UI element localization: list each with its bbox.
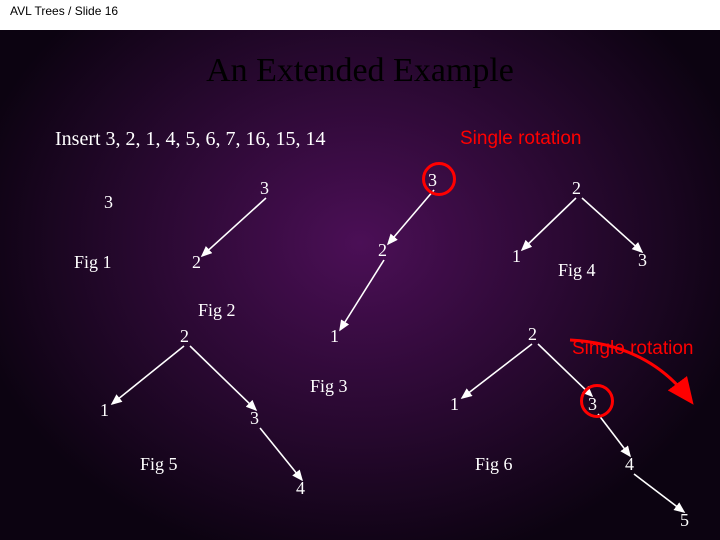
tree-node: 4 (296, 478, 305, 499)
figure-label: Fig 4 (558, 260, 596, 281)
rotation-label-1: Single rotation (460, 128, 581, 150)
tree-node: 3 (250, 408, 259, 429)
slide-header: AVL Trees / Slide 16 (0, 0, 128, 36)
tree-node: 2 (528, 324, 537, 345)
tree-node: 1 (450, 394, 459, 415)
tree-node: 2 (192, 252, 201, 273)
tree-node: 3 (638, 250, 647, 271)
insert-sequence: Insert 3, 2, 1, 4, 5, 6, 7, 16, 15, 14 (55, 128, 326, 151)
tree-node: 5 (680, 510, 689, 531)
slide-title: An Extended Example (0, 52, 720, 90)
tree-node: 2 (378, 240, 387, 261)
tree-node: 1 (330, 326, 339, 347)
tree-node: 1 (512, 246, 521, 267)
rotation-label-2: Single rotation (572, 338, 693, 360)
rotation-highlight-ring (580, 384, 614, 418)
tree-node: 3 (588, 394, 597, 415)
figure-label: Fig 3 (310, 376, 348, 397)
figure-label: Fig 6 (475, 454, 513, 475)
tree-node: 1 (100, 400, 109, 421)
tree-node: 3 (260, 178, 269, 199)
figure-label: Fig 5 (140, 454, 178, 475)
tree-node: 2 (572, 178, 581, 199)
figure-label: Fig 2 (198, 300, 236, 321)
tree-node: 3 (428, 170, 437, 191)
figure-label: Fig 1 (74, 252, 112, 273)
tree-node: 3 (104, 192, 113, 213)
tree-node: 4 (625, 454, 634, 475)
tree-node: 2 (180, 326, 189, 347)
